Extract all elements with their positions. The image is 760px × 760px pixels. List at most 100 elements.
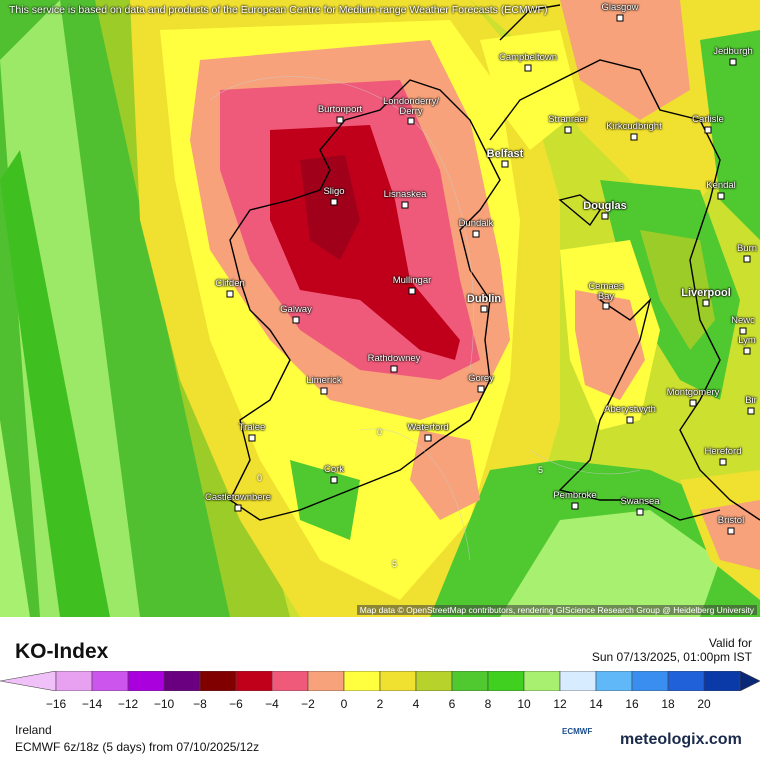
city-marker <box>501 160 509 168</box>
scale-swatch <box>487 671 525 691</box>
city-marker <box>390 365 398 373</box>
map-attribution: Map data © OpenStreetMap contributors, r… <box>356 605 757 615</box>
scale-tick-label: 18 <box>661 697 675 711</box>
scale-swatch <box>271 671 309 691</box>
city-marker <box>727 527 735 535</box>
city-label: Aberystwyth <box>604 404 656 415</box>
scale-tick-label: 4 <box>412 697 420 711</box>
city-marker <box>477 385 485 393</box>
city-marker <box>407 117 415 125</box>
city-label: Douglas <box>583 200 627 212</box>
city-marker <box>472 230 480 238</box>
city-label: Clifden <box>215 278 245 289</box>
city-label: Tralee <box>238 422 266 433</box>
city-label: Cork <box>323 464 345 475</box>
city-label: Castletownbere <box>204 492 272 503</box>
city-label: Jedburgh <box>713 46 753 57</box>
scale-arrow-low <box>0 671 57 691</box>
city-label: Mullingar <box>392 275 432 286</box>
city-label: Belfast <box>486 148 524 160</box>
scale-swatch <box>415 671 453 691</box>
valid-label: Valid for <box>708 636 752 650</box>
city-label: Londonderry/Derry <box>383 96 439 117</box>
city-marker <box>729 58 737 66</box>
city-label: Stranraer <box>548 114 588 125</box>
city-label: Galway <box>280 304 312 315</box>
city-marker <box>747 407 755 415</box>
scale-tick-label: 12 <box>553 697 567 711</box>
city-label: Lisnaskea <box>383 189 427 200</box>
scale-swatch <box>235 671 273 691</box>
scale-swatch <box>55 671 93 691</box>
scale-tick-label: −10 <box>153 697 175 711</box>
city-label: Dundalk <box>458 218 494 229</box>
scale-tick-label: 6 <box>448 697 456 711</box>
city-label: Limerick <box>306 375 342 386</box>
scale-tick-label: 10 <box>517 697 531 711</box>
model-info: ECMWF 6z/18z (5 days) from 07/10/2025/12… <box>15 740 260 754</box>
city-label: Burn <box>736 243 758 254</box>
scale-swatch <box>199 671 237 691</box>
city-marker <box>320 387 328 395</box>
scale-tick-label: −8 <box>193 697 207 711</box>
city-marker <box>330 198 338 206</box>
city-marker <box>336 116 344 124</box>
valid-time: Valid for Sun 07/13/2025, 01:00pm IST <box>592 636 752 664</box>
city-marker <box>292 316 300 324</box>
city-label: Pembroke <box>553 490 597 501</box>
city-marker <box>408 287 416 295</box>
scale-swatch <box>523 671 561 691</box>
city-marker <box>739 327 747 335</box>
region-name: Ireland <box>15 723 52 737</box>
city-label: Glasgow <box>601 2 639 13</box>
city-label: Burtonport <box>317 104 363 115</box>
scale-tick-label: −6 <box>229 697 243 711</box>
city-marker <box>602 302 610 310</box>
scale-tick-label: −16 <box>45 697 67 711</box>
scale-arrow-high <box>739 671 760 691</box>
city-label: Gorey <box>468 373 494 384</box>
city-marker <box>636 508 644 516</box>
city-marker <box>524 64 532 72</box>
city-marker <box>743 347 751 355</box>
contour-value: 5 <box>538 465 544 475</box>
city-label: Liverpool <box>681 287 731 299</box>
scale-swatch <box>451 671 489 691</box>
contour-value: 5 <box>392 559 398 569</box>
city-marker <box>719 458 727 466</box>
city-marker <box>330 476 338 484</box>
city-label: Carlisle <box>692 114 724 125</box>
scale-tick-label: 16 <box>625 697 639 711</box>
scale-tick-label: 0 <box>340 697 348 711</box>
scale-tick-label: 2 <box>376 697 384 711</box>
meteologix-brand: meteologix.com <box>620 731 742 748</box>
scale-swatch <box>127 671 165 691</box>
city-label: Campbeltown <box>498 52 558 63</box>
valid-time-value: Sun 07/13/2025, 01:00pm IST <box>591 650 752 664</box>
city-label: Rathdowney <box>367 353 421 364</box>
city-marker <box>564 126 572 134</box>
city-label: Waterford <box>407 422 449 433</box>
scale-tick-label: −4 <box>265 697 279 711</box>
scale-swatch <box>307 671 345 691</box>
city-marker <box>571 502 579 510</box>
city-marker <box>401 201 409 209</box>
ecmwf-logo: ECMWF <box>562 727 593 736</box>
contour-value: 0 <box>257 473 263 483</box>
scale-swatch <box>631 671 669 691</box>
scale-swatch <box>559 671 597 691</box>
scale-tick-label: −12 <box>117 697 139 711</box>
city-label: Bristol <box>717 515 745 526</box>
city-label: Hereford <box>704 446 742 457</box>
city-marker <box>704 126 712 134</box>
city-label: Newc <box>731 315 755 326</box>
city-label: Lym <box>738 335 756 346</box>
scale-tick-label: 20 <box>697 697 711 711</box>
weather-map[interactable]: This service is based on data and produc… <box>0 0 760 617</box>
city-label: Sligo <box>323 186 345 197</box>
scale-swatch <box>667 671 705 691</box>
city-marker <box>702 299 710 307</box>
city-marker <box>630 133 638 141</box>
scale-swatch <box>343 671 381 691</box>
city-label: Kirkcudbright <box>606 121 662 132</box>
